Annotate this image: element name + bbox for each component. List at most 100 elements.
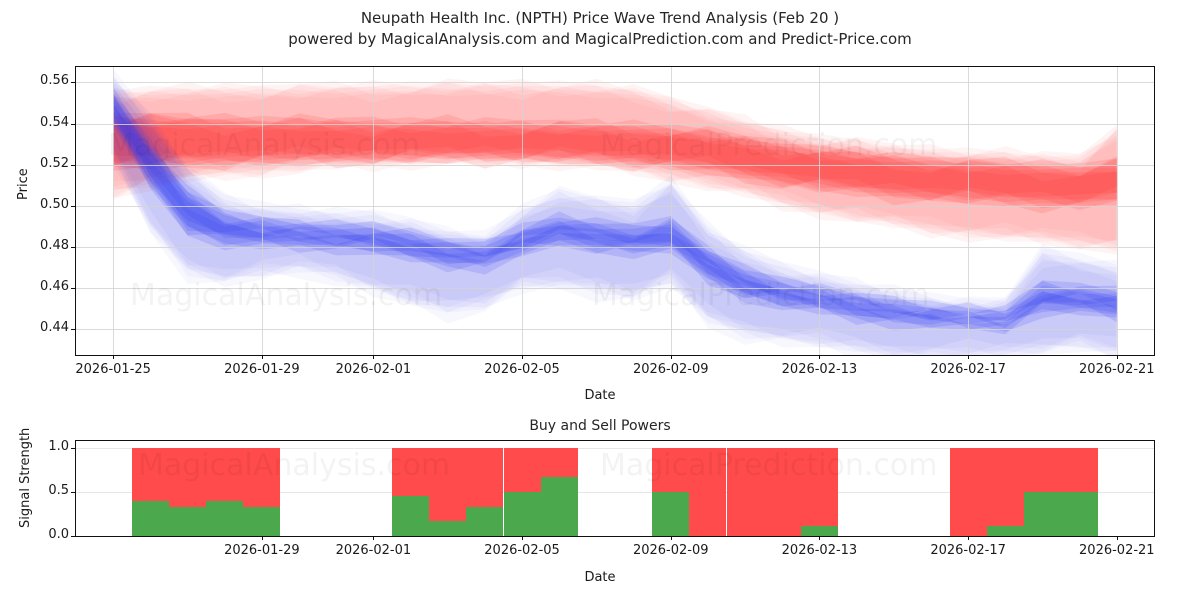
buy-power-segment bbox=[466, 506, 504, 536]
signal-bar[interactable] bbox=[503, 448, 541, 536]
sell-power-segment bbox=[466, 448, 504, 507]
sell-power-segment bbox=[503, 448, 541, 493]
sell-power-segment bbox=[1023, 448, 1061, 493]
price-wave-band bbox=[113, 119, 1117, 210]
price-y-tick-label: 0.50 bbox=[40, 196, 69, 212]
signal-bar[interactable] bbox=[1061, 448, 1099, 536]
buy-power-segment bbox=[1023, 492, 1061, 536]
bars-x-tick bbox=[819, 536, 821, 540]
sell-power-segment bbox=[392, 448, 430, 497]
sell-power-segment bbox=[243, 448, 281, 507]
price-y-tick bbox=[71, 288, 76, 290]
price-gridline-h bbox=[76, 82, 1154, 84]
price-wave-band bbox=[113, 89, 1117, 255]
price-x-tick bbox=[261, 355, 263, 359]
bars-y-tick-label: 0.5 bbox=[48, 483, 69, 499]
sell-power-segment bbox=[169, 448, 207, 507]
price-wave-band bbox=[113, 82, 1117, 355]
signal-bar[interactable] bbox=[689, 448, 727, 536]
buy-power-segment bbox=[206, 500, 244, 536]
price-wave-band bbox=[113, 86, 1117, 355]
price-gridline-h bbox=[76, 247, 1154, 248]
bars-x-tick bbox=[1116, 536, 1118, 540]
price-wave-band bbox=[113, 105, 1117, 335]
price-x-tick-label: 2026-02-13 bbox=[781, 362, 858, 377]
bars-x-tick-label: 2026-02-21 bbox=[1079, 543, 1155, 558]
price-y-tick-label: 0.48 bbox=[40, 238, 69, 253]
bars-x-tick bbox=[522, 536, 524, 540]
price-wave-band bbox=[113, 114, 1117, 214]
price-x-tick-label: 2026-01-25 bbox=[75, 362, 151, 377]
price-y-tick-label: 0.44 bbox=[40, 320, 69, 336]
price-x-tick bbox=[113, 355, 115, 359]
price-wave-band bbox=[113, 68, 1117, 355]
signal-bar[interactable] bbox=[243, 448, 281, 536]
signal-bar[interactable] bbox=[1023, 448, 1061, 536]
signal-bar[interactable] bbox=[763, 448, 801, 536]
bars-x-tick-label: 2026-02-05 bbox=[484, 543, 560, 558]
price-y-tick bbox=[71, 329, 76, 331]
price-x-tick-label: 2026-02-21 bbox=[1079, 362, 1155, 377]
price-gridline-h bbox=[76, 329, 1154, 331]
price-wave-band bbox=[113, 76, 1117, 353]
price-gridline-h bbox=[76, 123, 1154, 125]
buy-power-segment bbox=[131, 500, 169, 536]
price-wave-band bbox=[113, 121, 1117, 207]
signal-bar[interactable] bbox=[652, 448, 690, 536]
price-x-tick-label: 2026-02-17 bbox=[930, 362, 1006, 377]
price-gridline-v bbox=[261, 67, 263, 355]
sell-power-segment bbox=[689, 448, 727, 536]
signal-bar[interactable] bbox=[206, 448, 244, 536]
price-wave-band bbox=[113, 78, 1117, 242]
bars-x-tick-label: 2026-02-01 bbox=[335, 543, 412, 558]
price-y-tick bbox=[71, 247, 76, 248]
buy-power-segment bbox=[652, 492, 690, 536]
price-wave-band bbox=[113, 112, 1117, 209]
price-gridline-v bbox=[670, 67, 672, 355]
signal-bar[interactable] bbox=[540, 448, 578, 536]
price-x-tick bbox=[819, 355, 821, 359]
signal-bar[interactable] bbox=[131, 448, 169, 536]
bars-x-tick-label: 2026-02-13 bbox=[781, 543, 858, 558]
page-subtitle: powered by MagicalAnalysis.com and Magic… bbox=[288, 30, 912, 48]
price-x-tick bbox=[968, 355, 970, 359]
signal-bar[interactable] bbox=[466, 448, 504, 536]
page-title: Neupath Health Inc. (NPTH) Price Wave Tr… bbox=[360, 9, 840, 27]
price-wave-svg bbox=[113, 68, 1117, 355]
price-wave-band bbox=[113, 78, 1117, 248]
signal-bar[interactable] bbox=[949, 448, 987, 536]
price-y-axis-label: Price bbox=[16, 168, 31, 200]
price-wave-chart: 0.44 0.46 0.48 0.50 0.52 0.54 0.56 2026-01-25 20… bbox=[40, 66, 1155, 377]
price-x-tick bbox=[373, 355, 375, 359]
buy-power-segment bbox=[1061, 492, 1099, 536]
buy-power-segment bbox=[800, 526, 838, 536]
signal-bar[interactable] bbox=[429, 448, 467, 536]
bars-x-tick bbox=[373, 536, 375, 540]
bars-x-tick bbox=[968, 536, 970, 540]
price-wave-band bbox=[113, 81, 1117, 355]
price-gridline-h bbox=[76, 164, 1154, 166]
bars-x-tick-label: 2026-02-17 bbox=[930, 543, 1006, 558]
buy-power-segment bbox=[540, 477, 578, 536]
signal-bar[interactable] bbox=[392, 448, 430, 536]
signal-bar[interactable] bbox=[169, 448, 207, 536]
price-x-tick-label: 2026-01-29 bbox=[224, 362, 300, 377]
sell-power-segment bbox=[540, 448, 578, 478]
signal-bar[interactable] bbox=[800, 448, 838, 536]
signal-bar[interactable] bbox=[726, 448, 764, 536]
sell-power-segment bbox=[726, 448, 764, 536]
signal-bar[interactable] bbox=[986, 448, 1024, 536]
price-wave-band bbox=[113, 116, 1117, 203]
price-wave-band bbox=[113, 75, 1117, 355]
price-gridline-v bbox=[522, 67, 524, 355]
bars-gridline-h bbox=[76, 492, 1154, 494]
sell-power-segment bbox=[949, 448, 987, 536]
buy-power-segment bbox=[169, 506, 207, 536]
bars-y-tick-label: 0.0 bbox=[48, 527, 69, 542]
price-gridline-h bbox=[76, 205, 1154, 207]
bars-plot-area bbox=[76, 441, 1154, 536]
price-y-tick bbox=[71, 164, 76, 166]
price-wave-band bbox=[113, 112, 1117, 203]
bars-x-tick bbox=[261, 536, 263, 540]
price-gridline-v bbox=[113, 67, 115, 355]
